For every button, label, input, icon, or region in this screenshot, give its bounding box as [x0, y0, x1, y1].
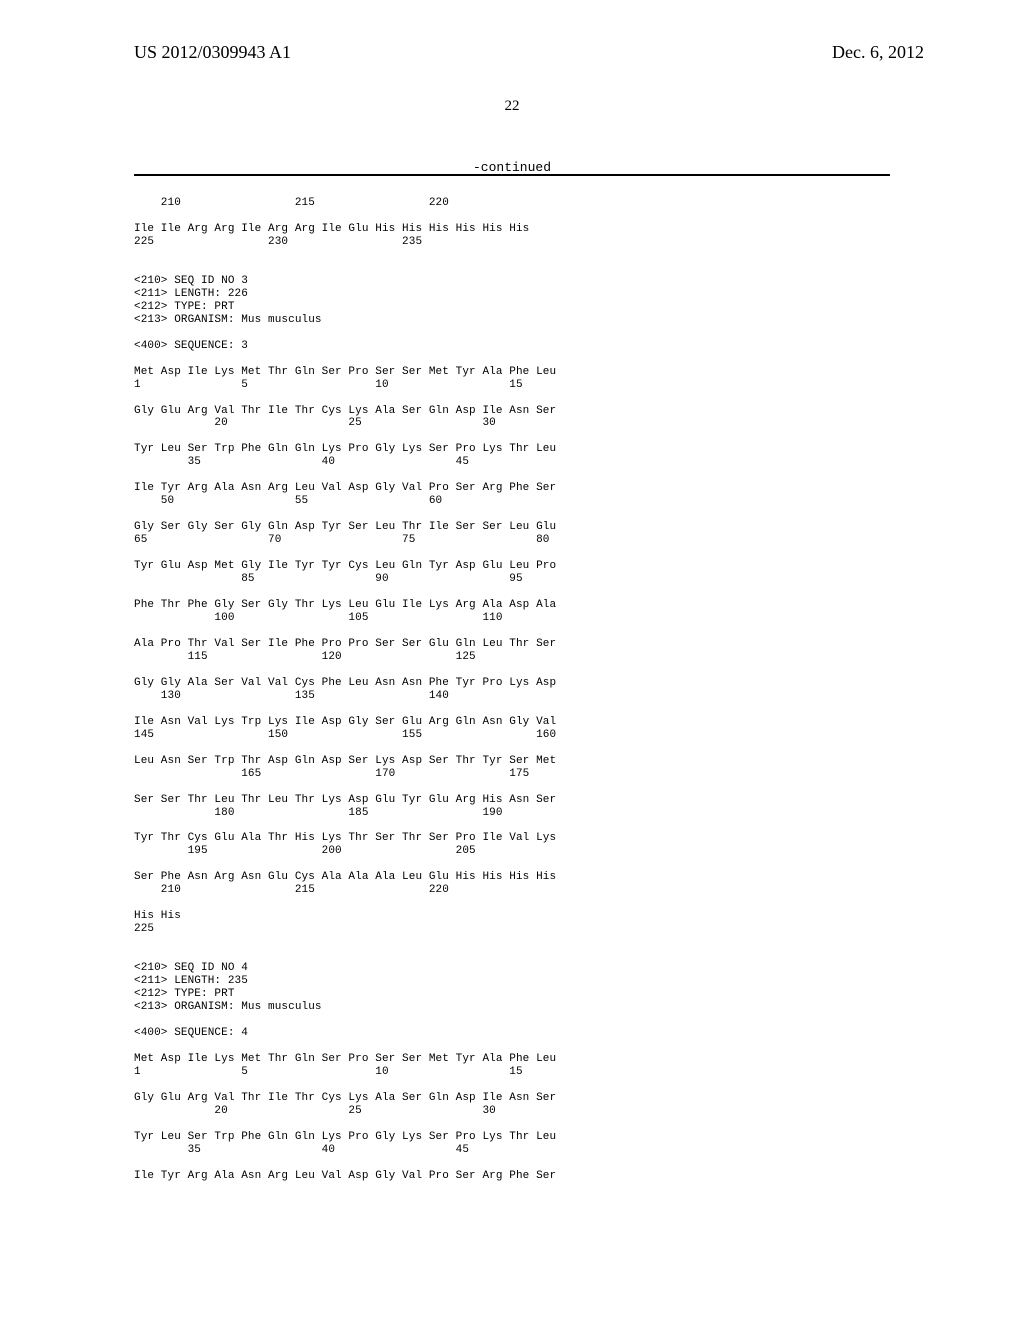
page: US 2012/0309943 A1 Dec. 6, 2012 22 -cont… [0, 0, 1024, 1320]
horizontal-rule-top [134, 174, 890, 176]
continued-label: -continued [0, 160, 1024, 175]
page-number: 22 [0, 98, 1024, 115]
sequence-listing: 210 215 220 Ile Ile Arg Arg Ile Arg Arg … [134, 197, 890, 1183]
publication-number: US 2012/0309943 A1 [134, 42, 291, 63]
publication-date: Dec. 6, 2012 [832, 42, 924, 63]
